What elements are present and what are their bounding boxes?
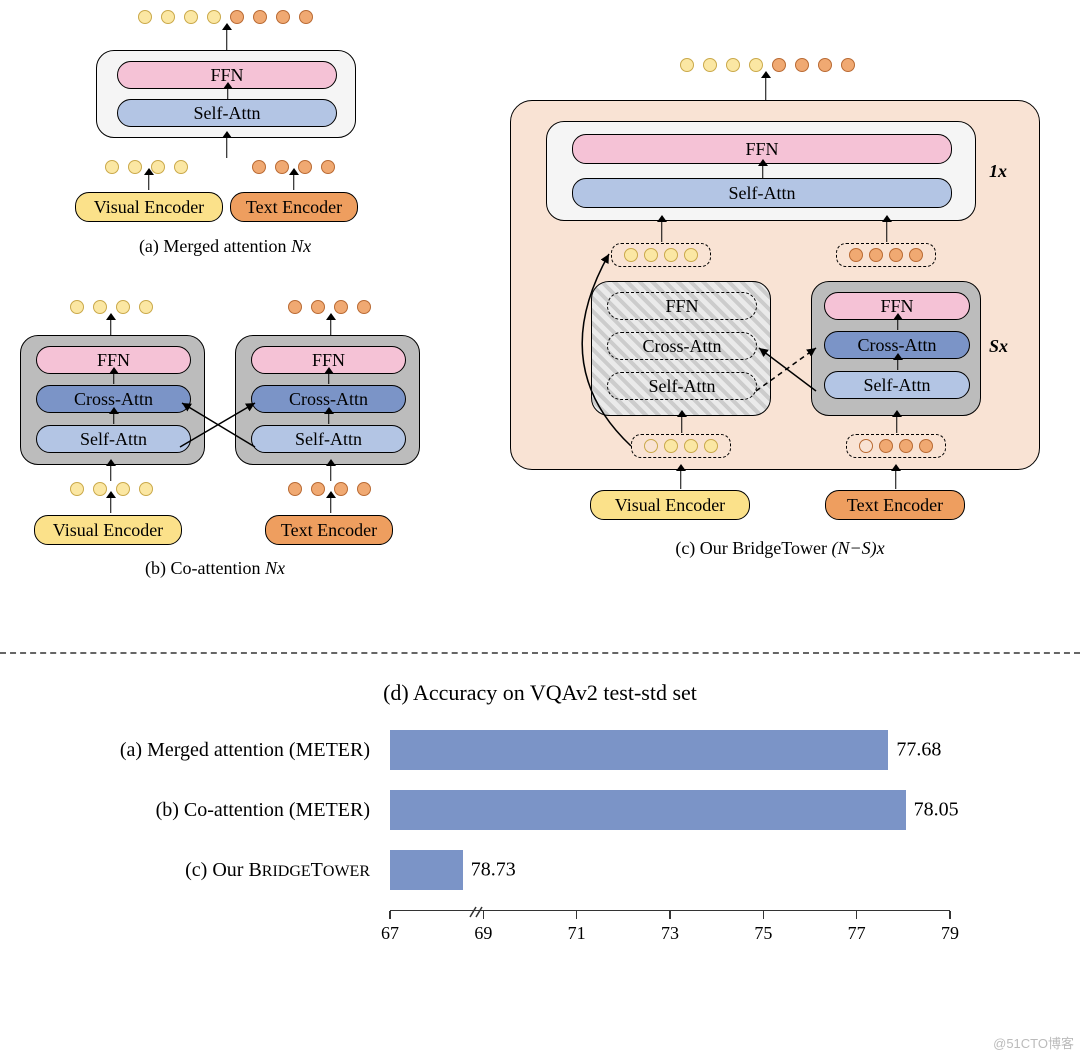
- axis-tick: 77: [848, 911, 866, 944]
- bar-row: (c) Our BRIDGETOWER 78.73: [30, 850, 1050, 890]
- axis-tick: 73: [661, 911, 679, 944]
- cross-arrows: [20, 335, 420, 470]
- watermark: @51CTO博客: [993, 1033, 1074, 1052]
- axis-tick: 75: [754, 911, 772, 944]
- bar-row: (b) Co-attention (METER) 78.05: [30, 790, 1050, 830]
- mult-sx: Sx: [989, 336, 1008, 357]
- axis-tick: 71: [568, 911, 586, 944]
- axis-tick: 67: [381, 911, 399, 944]
- bridgetower-block: FFN Self-Attn 1x FFN Cross-Attn Self-Att…: [510, 100, 1040, 470]
- panel-a-merged-attention: FFN Self-Attn Visual Encoder Text Encode…: [20, 0, 370, 300]
- text-encoder: Text Encoder: [230, 192, 358, 222]
- bar-value: 78.05: [914, 799, 959, 822]
- caption-b: (b) Co-attention Nx: [60, 558, 370, 579]
- text-low-tokens: [846, 434, 946, 458]
- sx-cross-arrows: [591, 281, 991, 426]
- divider: [0, 652, 1080, 654]
- text-mid-tokens: [836, 243, 936, 267]
- panel-d-barchart: (d) Accuracy on VQAv2 test-std set (a) M…: [30, 680, 1050, 1010]
- bar-fill: [390, 850, 463, 890]
- bar-value: 78.73: [471, 859, 516, 882]
- panel-c-bridgetower: FFN Self-Attn 1x FFN Cross-Attn Self-Att…: [490, 50, 1060, 610]
- caption-c: (c) Our BridgeTower (N−S)x: [570, 538, 990, 559]
- mult-1x: 1x: [989, 161, 1007, 182]
- text-output-tokens: [288, 300, 371, 314]
- text-encoder-b: Text Encoder: [265, 515, 393, 545]
- bar-value: 77.68: [896, 739, 941, 762]
- caption-a: (a) Merged attention Nx: [70, 236, 380, 257]
- top-encoder: FFN Self-Attn: [546, 121, 976, 221]
- visual-encoder: Visual Encoder: [75, 192, 223, 222]
- output-tokens: [138, 10, 313, 24]
- visual-output-tokens: [70, 300, 153, 314]
- selfattn-top: Self-Attn: [572, 178, 952, 208]
- selfattn-block: Self-Attn: [117, 99, 337, 127]
- axis-break: [468, 905, 484, 924]
- bar-label: (b) Co-attention (METER): [30, 799, 390, 822]
- visual-encoder-c: Visual Encoder: [590, 490, 750, 520]
- bar-row: (a) Merged attention (METER) 77.68: [30, 730, 1050, 770]
- chart-title: (d) Accuracy on VQAv2 test-std set: [30, 680, 1050, 706]
- skip-arrow: [531, 236, 651, 461]
- output-tokens-c: [680, 58, 855, 72]
- visual-encoder-b: Visual Encoder: [34, 515, 182, 545]
- axis-tick: 79: [941, 911, 959, 944]
- bar-label: (c) Our BRIDGETOWER: [30, 859, 390, 882]
- encoder-block: FFN Self-Attn: [96, 50, 356, 138]
- text-encoder-c: Text Encoder: [825, 490, 965, 520]
- panel-b-co-attention: FFN Cross-Attn Self-Attn FFN Cross-Attn …: [10, 290, 430, 610]
- bar-fill: [390, 790, 906, 830]
- bar-fill: [390, 730, 888, 770]
- bar-label: (a) Merged attention (METER): [30, 739, 390, 762]
